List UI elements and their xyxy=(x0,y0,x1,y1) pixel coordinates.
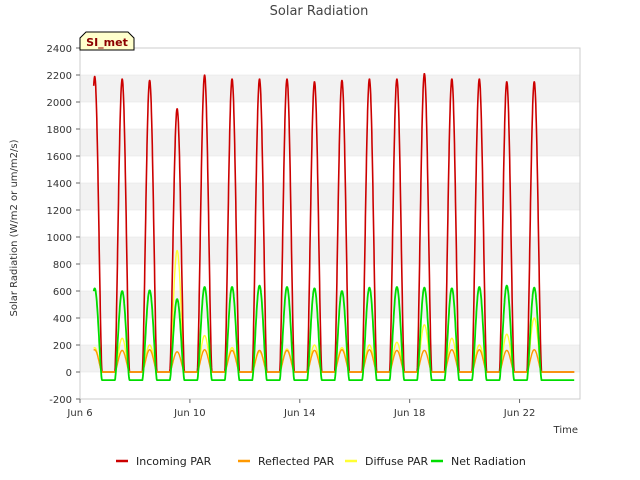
legend-label: Incoming PAR xyxy=(136,455,212,468)
series-line-net-radiation xyxy=(92,284,575,382)
plot-frame xyxy=(79,47,581,400)
x-axis: Jun 6 Jun 10 Jun 14 Jun 18 Jun 22 xyxy=(66,399,535,419)
x-tick-label: Jun 6 xyxy=(66,408,92,419)
y-tick-label: 2000 xyxy=(47,98,72,109)
y-axis-label: Solar Radiation (W/m2 or um/m2/s) xyxy=(9,139,20,316)
y-tick-label: 2400 xyxy=(47,44,72,55)
y-tick-label: 1600 xyxy=(47,152,72,163)
legend: Incoming PAR Reflected PAR Diffuse PAR Net … xyxy=(116,455,526,468)
y-axis: -200 0 200 400 600 800 1000 1200 1400 1600 1800 200… xyxy=(47,44,80,406)
x-tick-label: Jun 22 xyxy=(503,408,536,419)
grid-band xyxy=(80,129,580,156)
y-tick-label: 0 xyxy=(66,368,72,379)
series-lines xyxy=(92,73,575,382)
y-tick-label: 200 xyxy=(53,341,72,352)
series-line-reflected-par xyxy=(93,349,575,373)
y-tick-label: 1200 xyxy=(47,206,72,217)
grid-band xyxy=(80,345,580,372)
y-tick-label: 800 xyxy=(53,260,72,271)
grid-band xyxy=(80,291,580,318)
legend-label: Diffuse PAR xyxy=(365,455,429,468)
y-tick-label: 1800 xyxy=(47,125,72,136)
site-label: SI_met xyxy=(86,36,128,49)
y-tick-label: 2200 xyxy=(47,71,72,82)
x-tick-label: Jun 18 xyxy=(393,408,426,419)
site-label-box: SI_met xyxy=(79,31,135,51)
x-tick-label: Jun 10 xyxy=(173,408,206,419)
y-tick-label: 1000 xyxy=(47,233,72,244)
y-tick-label: 400 xyxy=(53,314,72,325)
grid-band xyxy=(80,75,580,102)
y-tick-label: 600 xyxy=(53,287,72,298)
y-tick-label: -200 xyxy=(49,395,72,406)
x-axis-label: Time xyxy=(553,425,578,436)
x-tick-label: Jun 14 xyxy=(283,408,316,419)
chart-title: Solar Radiation xyxy=(270,4,369,19)
y-tick-label: 1400 xyxy=(47,179,72,190)
grid-band xyxy=(80,183,580,210)
legend-label: Net Radiation xyxy=(451,455,526,468)
legend-label: Reflected PAR xyxy=(258,455,335,468)
grid-band xyxy=(80,237,580,264)
